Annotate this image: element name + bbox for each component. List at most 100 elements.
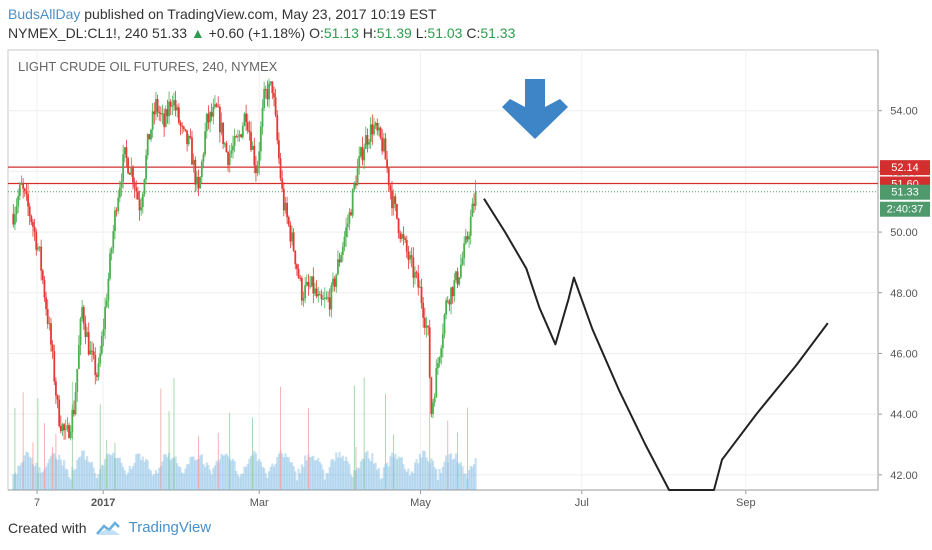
candle-body [28, 206, 31, 216]
candle-body [225, 143, 228, 153]
candle-body [63, 424, 66, 431]
volume-bar [294, 471, 297, 490]
volume-bar [395, 459, 399, 490]
volume-bar [48, 458, 51, 490]
volume-bar [404, 469, 407, 490]
volume-bar [471, 466, 474, 490]
volume-bar [82, 450, 85, 490]
candle-body [412, 257, 415, 278]
candle-body [335, 274, 338, 287]
volume-bar [97, 474, 100, 490]
candle-body [158, 111, 161, 114]
volume-bar [44, 466, 48, 490]
candle-body [397, 218, 400, 234]
volume-bar [123, 470, 126, 490]
candle-body [168, 101, 170, 117]
candle-body [277, 140, 280, 159]
candle-body [161, 113, 164, 115]
volume-bar [304, 455, 307, 490]
candle-body [300, 277, 303, 301]
volume-bar [469, 465, 472, 490]
candle-body [404, 238, 407, 240]
candle-body [237, 136, 239, 138]
last-price-label: 51.33 [891, 187, 919, 199]
volume-bar [223, 455, 226, 490]
candle-body [32, 221, 34, 227]
volume-bar [26, 452, 30, 490]
candle-body [287, 217, 290, 225]
high-label: H: [362, 25, 377, 41]
volume-bar [263, 467, 266, 490]
candle-body [405, 239, 408, 252]
candle-body [351, 189, 354, 216]
volume-bar [254, 453, 258, 490]
author-name[interactable]: BudsAllDay [8, 6, 81, 22]
volume-bar [233, 460, 236, 490]
candle-body [459, 264, 462, 278]
candle-body [33, 226, 36, 232]
candle-body [20, 182, 23, 185]
candle-body [89, 350, 92, 355]
volume-bar [154, 470, 158, 490]
candle-body [430, 377, 433, 414]
candle-body [340, 254, 343, 263]
candle-body [358, 156, 361, 167]
volume-bar [100, 464, 103, 490]
volume-bar [131, 466, 135, 490]
x-tick-label: Jul [575, 497, 589, 509]
candle-body [25, 191, 28, 194]
y-tick-label: 50.00 [890, 227, 918, 239]
volume-bar [408, 475, 412, 490]
volume-bar [295, 480, 299, 490]
candle-body [122, 154, 125, 182]
volume-bar [220, 453, 223, 490]
candle-body [151, 111, 154, 130]
chart-area[interactable]: 42.0044.0046.0048.0050.0052.0054.0072017… [0, 44, 932, 514]
volume-bar [372, 463, 376, 490]
tradingview-brand[interactable]: TradingView [128, 519, 212, 536]
candle-body [223, 143, 226, 145]
candle-body [146, 134, 149, 156]
candle-body [458, 277, 461, 285]
volume-bar [53, 453, 56, 490]
volume-bar [356, 467, 359, 490]
volume-bar [399, 457, 402, 490]
volume-bar [146, 460, 149, 490]
volume-bar [189, 457, 192, 490]
candle-body [273, 93, 275, 98]
volume-bar [461, 466, 464, 490]
volume-bar [359, 461, 362, 490]
volume-bar [333, 461, 336, 490]
candle-body [266, 89, 269, 100]
volume-bar [102, 465, 105, 490]
price-chart[interactable]: 42.0044.0046.0048.0050.0052.0054.0072017… [0, 44, 932, 514]
candle-body [382, 138, 385, 152]
volume-bar [448, 454, 451, 490]
candle-body [333, 278, 336, 287]
volume-bar [112, 452, 115, 490]
volume-bar [115, 458, 118, 490]
volume-bar [381, 478, 384, 490]
volume-bar [153, 474, 156, 490]
volume-bar [90, 461, 94, 490]
up-triangle-icon: ▲ [190, 25, 205, 41]
volume-bar [326, 473, 330, 490]
candle-body [410, 255, 413, 258]
volume-bar [69, 479, 72, 490]
candle-body [292, 232, 295, 251]
volume-bar [226, 455, 230, 490]
candle-body [253, 145, 256, 166]
candle-body [133, 182, 136, 188]
candle-body [218, 106, 221, 133]
candle-body [38, 246, 41, 248]
candle-body [84, 323, 87, 337]
volume-bar [340, 457, 343, 490]
candle-body [440, 348, 443, 358]
volume-bar [95, 478, 99, 490]
candle-body [399, 233, 402, 239]
candle-body [297, 268, 300, 278]
volume-bar [104, 459, 107, 490]
candle-body [50, 323, 52, 345]
candle-body [471, 203, 474, 217]
candle-body [296, 264, 298, 269]
